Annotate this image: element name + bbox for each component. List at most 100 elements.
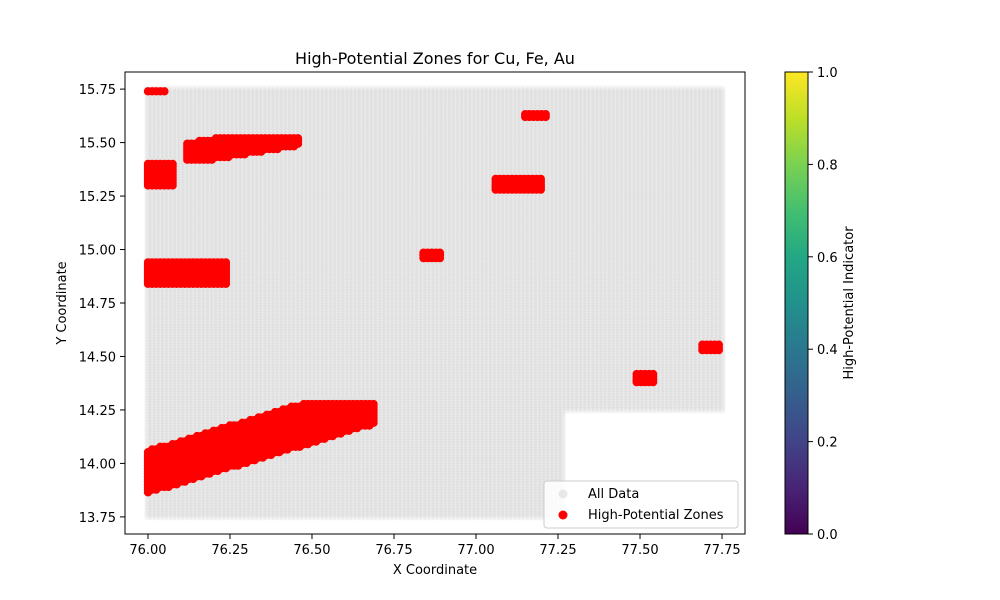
all-data-point	[152, 315, 160, 323]
all-data-point	[144, 352, 152, 361]
all-data-point	[152, 368, 160, 377]
all-data-point	[144, 93, 152, 101]
all-data-point	[144, 510, 152, 518]
all-data-point	[144, 387, 152, 395]
all-data-point	[148, 136, 156, 144]
all-data-point	[144, 149, 152, 157]
all-data-point	[144, 128, 152, 136]
all-data-point	[152, 499, 160, 508]
all-data-point	[148, 371, 156, 379]
all-data-point	[152, 409, 160, 417]
all-data-point	[148, 128, 156, 136]
all-data-point	[152, 366, 160, 374]
all-data-point	[152, 371, 160, 379]
all-data-point	[148, 334, 156, 342]
all-data-point	[152, 406, 160, 414]
all-data-point	[148, 104, 156, 112]
all-data-point	[144, 494, 152, 502]
all-data-point	[144, 133, 152, 141]
all-data-point	[152, 385, 160, 393]
all-data-point	[144, 96, 152, 104]
all-data-point	[144, 422, 152, 430]
all-data-point	[152, 291, 160, 299]
all-data-point	[148, 243, 156, 251]
all-data-point	[144, 398, 152, 406]
all-data-point	[148, 131, 156, 139]
all-data-point	[144, 331, 152, 339]
all-data-point	[144, 411, 152, 419]
all-data-point	[148, 315, 156, 323]
all-data-point	[148, 240, 156, 248]
all-data-point	[148, 304, 156, 312]
all-data-point	[144, 219, 152, 227]
all-data-point	[148, 197, 156, 205]
all-data-point	[148, 497, 156, 505]
all-data-point	[152, 363, 160, 371]
all-data-point	[144, 294, 152, 302]
all-data-point	[148, 433, 156, 441]
all-data-point	[148, 328, 156, 336]
all-data-point	[144, 227, 152, 235]
all-data-point	[148, 235, 156, 243]
all-data-point	[144, 363, 152, 371]
all-data-point	[144, 141, 152, 149]
all-data-point	[144, 310, 152, 318]
all-data-point	[148, 208, 156, 216]
all-data-point	[144, 104, 152, 112]
all-data-point	[144, 427, 152, 435]
all-data-point	[148, 120, 156, 128]
all-data-point	[152, 513, 160, 521]
all-data-point	[144, 122, 152, 131]
all-data-point	[144, 213, 152, 221]
all-data-point	[152, 342, 160, 350]
all-data-point	[152, 352, 160, 361]
all-data-point	[152, 374, 160, 382]
all-data-point	[148, 195, 156, 203]
all-data-point	[152, 433, 160, 441]
all-data-point	[148, 286, 156, 294]
all-data-point	[148, 141, 156, 149]
all-data-point	[152, 491, 160, 500]
all-data-point	[148, 339, 156, 347]
all-data-point	[152, 288, 160, 296]
all-data-point	[148, 406, 156, 414]
all-data-point	[148, 213, 156, 221]
all-data-point	[148, 403, 156, 411]
all-data-point	[148, 505, 156, 513]
all-data-point	[144, 347, 152, 355]
all-data-point	[144, 417, 152, 425]
all-data-point	[152, 390, 160, 398]
all-data-point	[144, 189, 152, 197]
all-data-point	[148, 98, 156, 107]
all-data-point	[144, 304, 152, 312]
all-data-point	[148, 363, 156, 371]
all-data-point	[144, 224, 152, 232]
all-data-point	[148, 288, 156, 296]
all-data-point	[144, 197, 152, 205]
all-data-point	[152, 417, 160, 425]
all-data-point	[144, 106, 152, 115]
all-data-point	[144, 430, 152, 438]
all-data-point	[152, 398, 160, 406]
all-data-point	[148, 211, 156, 219]
all-data-point	[152, 403, 160, 411]
all-data-point	[144, 355, 152, 363]
all-data-point	[144, 409, 152, 417]
all-data-point	[144, 334, 152, 342]
all-data-point	[148, 232, 156, 240]
all-data-point	[148, 499, 156, 508]
all-data-point	[152, 310, 160, 318]
all-data-point	[148, 411, 156, 419]
all-data-point	[152, 347, 160, 355]
all-data-point	[148, 106, 156, 115]
all-data-point	[144, 299, 152, 307]
all-data-point	[144, 328, 152, 336]
all-data-point	[152, 286, 160, 294]
all-data-point	[152, 328, 160, 336]
all-data-point	[148, 435, 156, 443]
all-data-point	[144, 112, 152, 120]
all-data-point	[144, 505, 152, 513]
all-data-point	[152, 251, 160, 259]
all-data-point	[148, 294, 156, 302]
all-data-point	[144, 350, 152, 358]
